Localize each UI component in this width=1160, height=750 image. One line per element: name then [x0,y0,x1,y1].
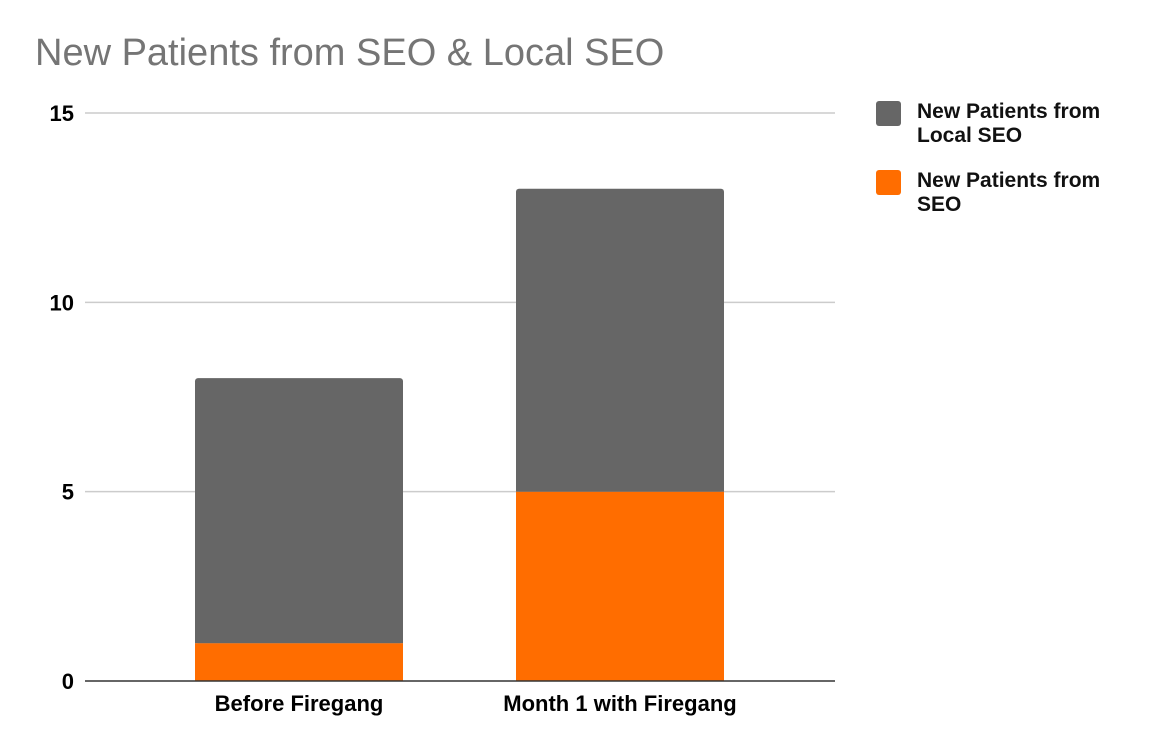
y-tick-label-10: 10 [50,290,74,315]
y-tick-label-0: 0 [62,669,74,694]
chart-title: New Patients from SEO & Local SEO [35,32,665,74]
y-tick-label-5: 5 [62,480,74,505]
bar-0-new-patients-from-seo [195,643,403,681]
legend-label-local-seo: New Patients from Local SEO [917,100,1101,147]
y-tick-label-15: 15 [50,101,74,126]
legend-item-local-seo[interactable]: New Patients from Local SEO [876,100,1147,148]
legend-item-seo[interactable]: New Patients from SEO [876,169,1147,217]
x-tick-label-0: Before Firegang [215,691,384,716]
bar-0-new-patients-from-local-seo [195,378,403,644]
bar-fill-0-1 [195,639,403,644]
bar-1-new-patients-from-local-seo [516,188,724,492]
bar-1-new-patients-from-seo [516,491,724,681]
legend-swatch-local-seo [876,101,901,126]
legend-swatch-seo [876,170,901,195]
bar-fill-1-1 [516,487,724,492]
x-tick-label-1: Month 1 with Firegang [503,691,736,716]
legend-label-seo: New Patients from SEO [917,169,1101,216]
